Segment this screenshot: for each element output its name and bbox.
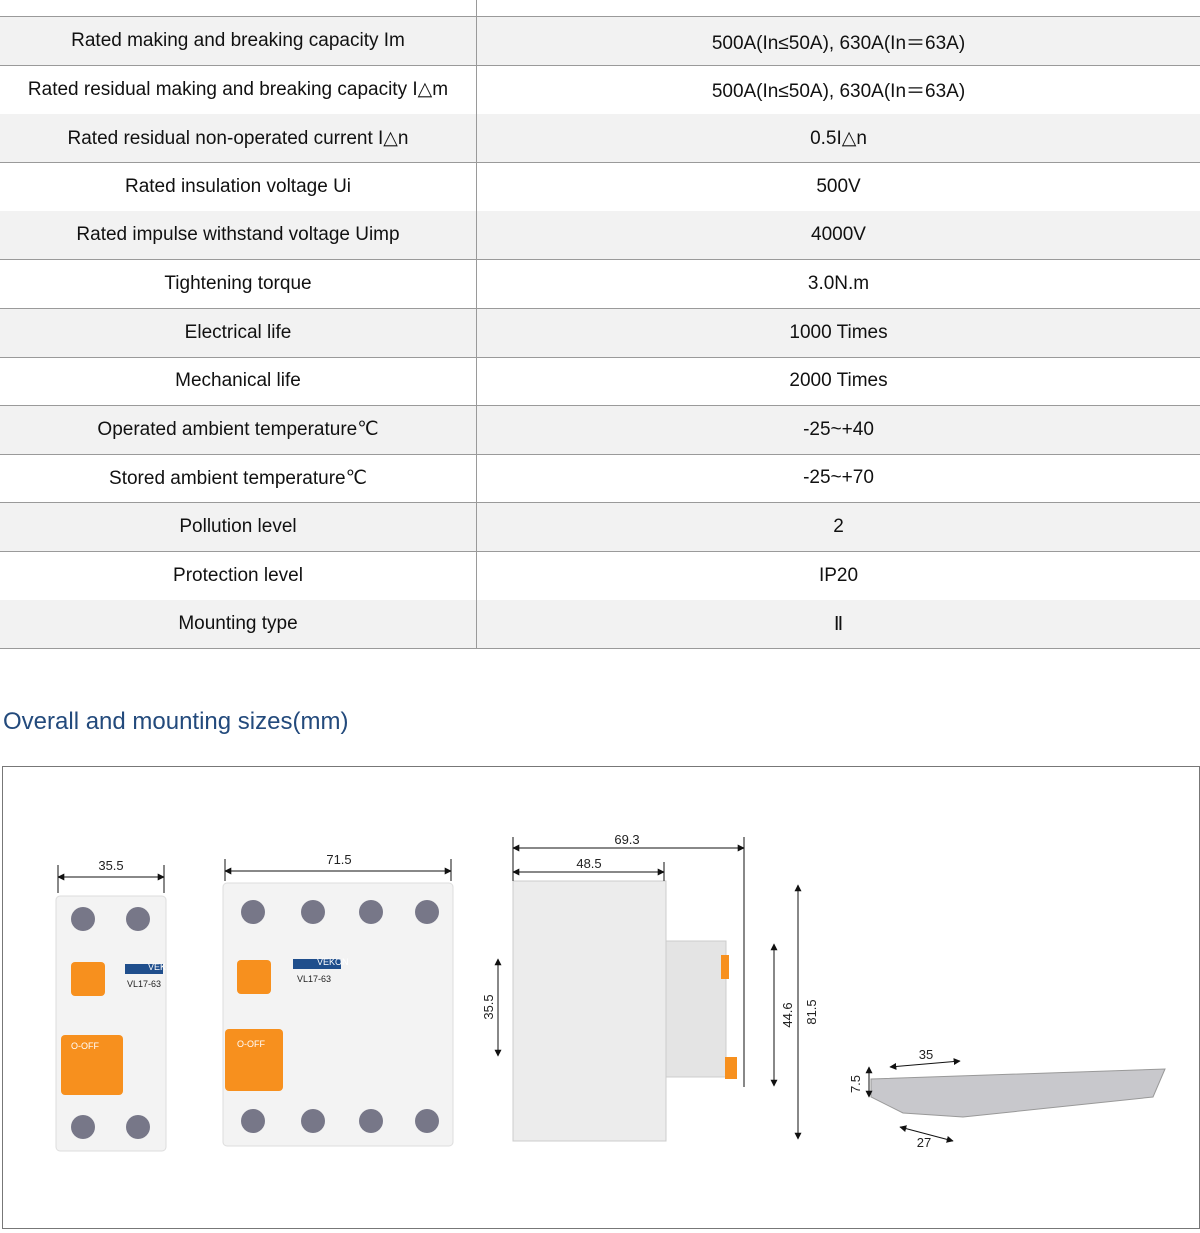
breaker-4p (222, 882, 454, 1147)
spec-label: Pollution level (0, 503, 477, 551)
table-row: Pollution level 2 (0, 503, 1200, 552)
dimension-lines (57, 837, 961, 1143)
spec-label: Rated making and breaking capacity Im (0, 17, 477, 65)
table-row: Rated residual making and breaking capac… (0, 65, 1200, 115)
table-row: Rated impulse withstand voltage Uimp 4000… (0, 211, 1200, 261)
spec-value: 2 (833, 516, 844, 537)
dimension-drawing: 35.5 71.5 69.3 48.5 35.5 44.6 81.5 35 7.5 27 VEKO… (55, 832, 1166, 1152)
model-label: VL17-63 (297, 974, 331, 984)
spec-value: 1000 Times (789, 321, 888, 343)
model-label: VL17-63 (127, 979, 161, 989)
drawing-box: 35.5 71.5 69.3 48.5 35.5 44.6 81.5 35 7.5 27 VEKO… (2, 766, 1200, 1229)
spec-label: Protection level (0, 551, 477, 600)
spec-value: 0.5I△n (810, 127, 867, 149)
spec-label: Stored ambient temperature℃ (0, 454, 477, 503)
dimension-label: 35.5 (481, 994, 496, 1019)
table-row: Rated making and breaking capacity Im 500… (0, 17, 1200, 66)
table-row: Mounting type Ⅱ (0, 600, 1200, 650)
table-row: Rated insulation voltage Ui 500V (0, 162, 1200, 212)
spec-value: 2000 Times (789, 370, 888, 392)
spec-value: 4000V (811, 224, 866, 246)
spec-label: Rated residual making and breaking capac… (0, 65, 477, 114)
spec-label: Rated impulse withstand voltage Uimp (0, 211, 477, 260)
dimension-label: 27 (917, 1135, 931, 1150)
dimension-label: 7.5 (848, 1075, 863, 1093)
breaker-side (512, 880, 737, 1142)
spec-label: Tightening torque (0, 260, 477, 308)
dimension-label: 35.5 (98, 858, 123, 873)
table-row: Rated residual non-operated current I△n 0… (0, 114, 1200, 164)
spec-label: Rated insulation voltage Ui (0, 162, 477, 211)
dimension-label: 81.5 (804, 999, 819, 1024)
spec-label: Operated ambient temperature℃ (0, 405, 477, 454)
spec-value: -25~+40 (803, 418, 874, 440)
spec-label: Electrical life (0, 308, 477, 357)
dimension-label: 48.5 (576, 856, 601, 871)
section-title: Overall and mounting sizes(mm) (3, 708, 349, 735)
spec-value: IP20 (818, 564, 859, 586)
dimension-label: 71.5 (326, 852, 351, 867)
spec-value: 500V (816, 175, 861, 197)
dimension-label: 44.6 (780, 1002, 795, 1027)
dimension-label: 35 (919, 1047, 933, 1062)
brand-label: VEKON (317, 957, 349, 967)
table-row: Tightening torque 3.0N.m (0, 260, 1200, 309)
brand-label: VEKON (148, 962, 180, 972)
table-row: Protection level IP20 (0, 551, 1200, 601)
spec-value: 500A(In≤50A), 630A(In＝63A) (711, 32, 966, 54)
dimension-label: 69.3 (614, 832, 639, 847)
spec-label: Mounting type (0, 600, 477, 649)
spec-label: Rated residual non-operated current I△n (0, 114, 477, 163)
spec-value: -25~+70 (803, 467, 874, 489)
table-row: Operated ambient temperature℃ -25~+40 (0, 405, 1200, 455)
spec-label: Mechanical life (0, 357, 477, 406)
spec-value: Ⅱ (833, 613, 844, 635)
table-row: Stored ambient temperature℃ -25~+70 (0, 454, 1200, 504)
switch-label: O-OFF (71, 1041, 99, 1051)
din-rail (870, 1068, 1166, 1118)
table-row: Electrical life 1000 Times (0, 308, 1200, 358)
switch-label: O-OFF (237, 1039, 265, 1049)
spec-value: 500A(In≤50A), 630A(In＝63A) (711, 81, 966, 103)
table-row: Mechanical life 2000 Times (0, 357, 1200, 407)
spec-value: 3.0N.m (807, 273, 870, 294)
breaker-2p (55, 895, 167, 1152)
table-row (0, 0, 1200, 17)
